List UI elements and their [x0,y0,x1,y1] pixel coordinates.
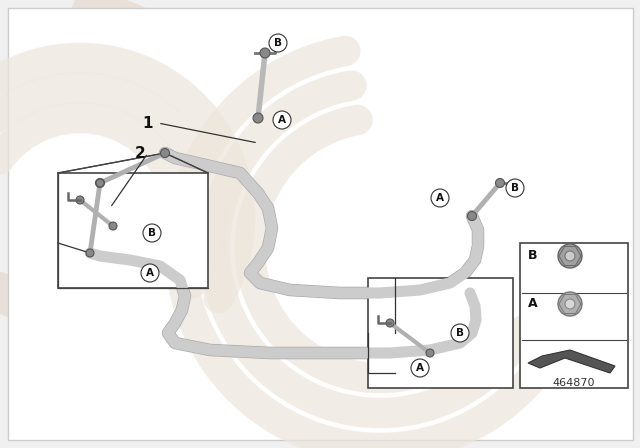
Circle shape [467,211,477,220]
FancyBboxPatch shape [8,8,633,440]
Text: 464870: 464870 [553,378,595,388]
Circle shape [143,224,161,242]
Circle shape [506,179,524,197]
Circle shape [260,48,270,58]
Text: B: B [511,183,519,193]
Circle shape [109,222,117,230]
Text: A: A [436,193,444,203]
Circle shape [431,189,449,207]
Text: B: B [528,249,538,262]
Circle shape [411,359,429,377]
Bar [520,243,628,388]
Circle shape [558,292,582,316]
Circle shape [269,34,287,52]
Circle shape [558,244,582,268]
Text: A: A [146,268,154,278]
Bar [368,278,513,388]
Bar [58,173,208,288]
Circle shape [96,179,104,187]
Circle shape [141,264,159,282]
Text: B: B [148,228,156,238]
Circle shape [565,299,575,309]
Text: B: B [456,328,464,338]
Circle shape [426,349,434,357]
Circle shape [565,251,575,261]
Polygon shape [528,350,615,373]
Circle shape [86,249,94,257]
Circle shape [161,148,170,158]
Circle shape [386,319,394,327]
Circle shape [495,178,504,188]
Circle shape [253,113,263,123]
Text: 1: 1 [143,116,153,130]
Circle shape [273,111,291,129]
Text: B: B [274,38,282,48]
Text: A: A [528,297,538,310]
Text: A: A [416,363,424,373]
Text: 2: 2 [134,146,145,160]
Circle shape [451,324,469,342]
Circle shape [95,178,104,188]
Circle shape [76,196,84,204]
Text: A: A [278,115,286,125]
